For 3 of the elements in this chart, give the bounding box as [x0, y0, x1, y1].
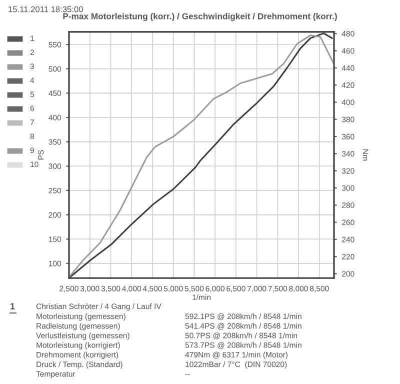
chart-title: P-max Motorleistung (korr.) / Geschwindigkeit / Drehmoment (korr.)	[63, 12, 337, 22]
text: 1	[10, 303, 15, 310]
text: 15.11.2011 18:35:00	[8, 6, 83, 12]
